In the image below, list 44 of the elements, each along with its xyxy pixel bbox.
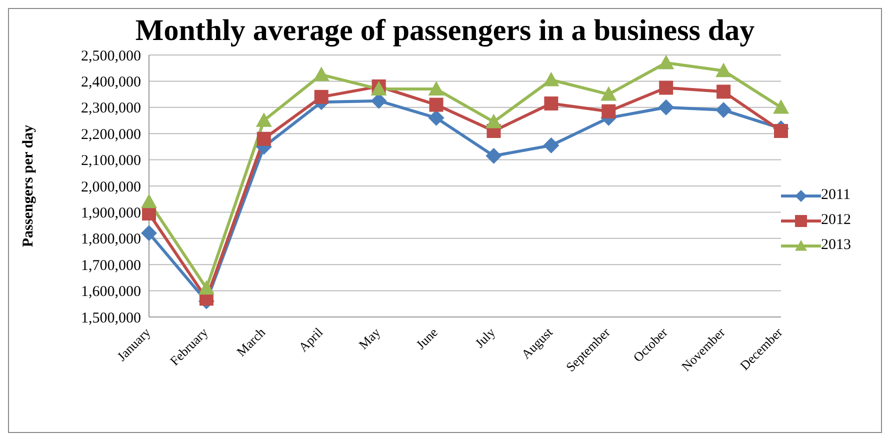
point	[256, 112, 272, 127]
y-tick-label: 2,500,000	[81, 48, 141, 64]
legend-label: 2012	[821, 212, 851, 229]
point	[773, 99, 789, 114]
y-axis-title: Passengers per day	[20, 124, 36, 248]
y-tick-label: 1,800,000	[81, 232, 141, 248]
point	[314, 90, 328, 104]
point	[141, 225, 157, 242]
point	[659, 80, 674, 95]
y-tick-label: 1,900,000	[81, 206, 141, 222]
point	[716, 84, 731, 99]
x-tick-label: May	[356, 324, 384, 352]
y-tick-label: 2,400,000	[81, 74, 141, 91]
chart-title: Monthly average of passengers in a business day	[134, 13, 756, 49]
point	[602, 104, 616, 118]
point	[716, 102, 732, 118]
y-tick-label: 1,500,000	[81, 310, 141, 326]
point	[658, 99, 674, 116]
y-tick-label: 2,000,000	[81, 179, 141, 196]
point	[600, 86, 617, 101]
point	[141, 194, 157, 208]
point	[428, 81, 444, 96]
x-tick-label: July	[472, 324, 498, 351]
y-tick-label: 2,300,000	[81, 100, 141, 117]
point	[543, 72, 560, 86]
y-tick-label: 2,100,000	[81, 153, 141, 170]
point	[313, 66, 330, 82]
y-tick-label: 1,600,000	[81, 284, 141, 300]
point	[429, 98, 444, 112]
point	[658, 55, 674, 70]
point	[544, 96, 558, 110]
point	[198, 280, 214, 295]
point	[774, 124, 788, 138]
point	[543, 137, 560, 154]
x-tick-label: June	[413, 324, 441, 352]
point	[486, 148, 502, 164]
y-tick-label: 1,700,000	[81, 258, 141, 274]
point	[428, 110, 444, 126]
point	[486, 114, 502, 128]
point	[256, 132, 271, 146]
y-tick-label: 2,200,000	[81, 126, 141, 143]
legend-label: 2011	[821, 187, 850, 204]
point	[716, 62, 732, 78]
legend-label: 2013	[821, 237, 851, 254]
